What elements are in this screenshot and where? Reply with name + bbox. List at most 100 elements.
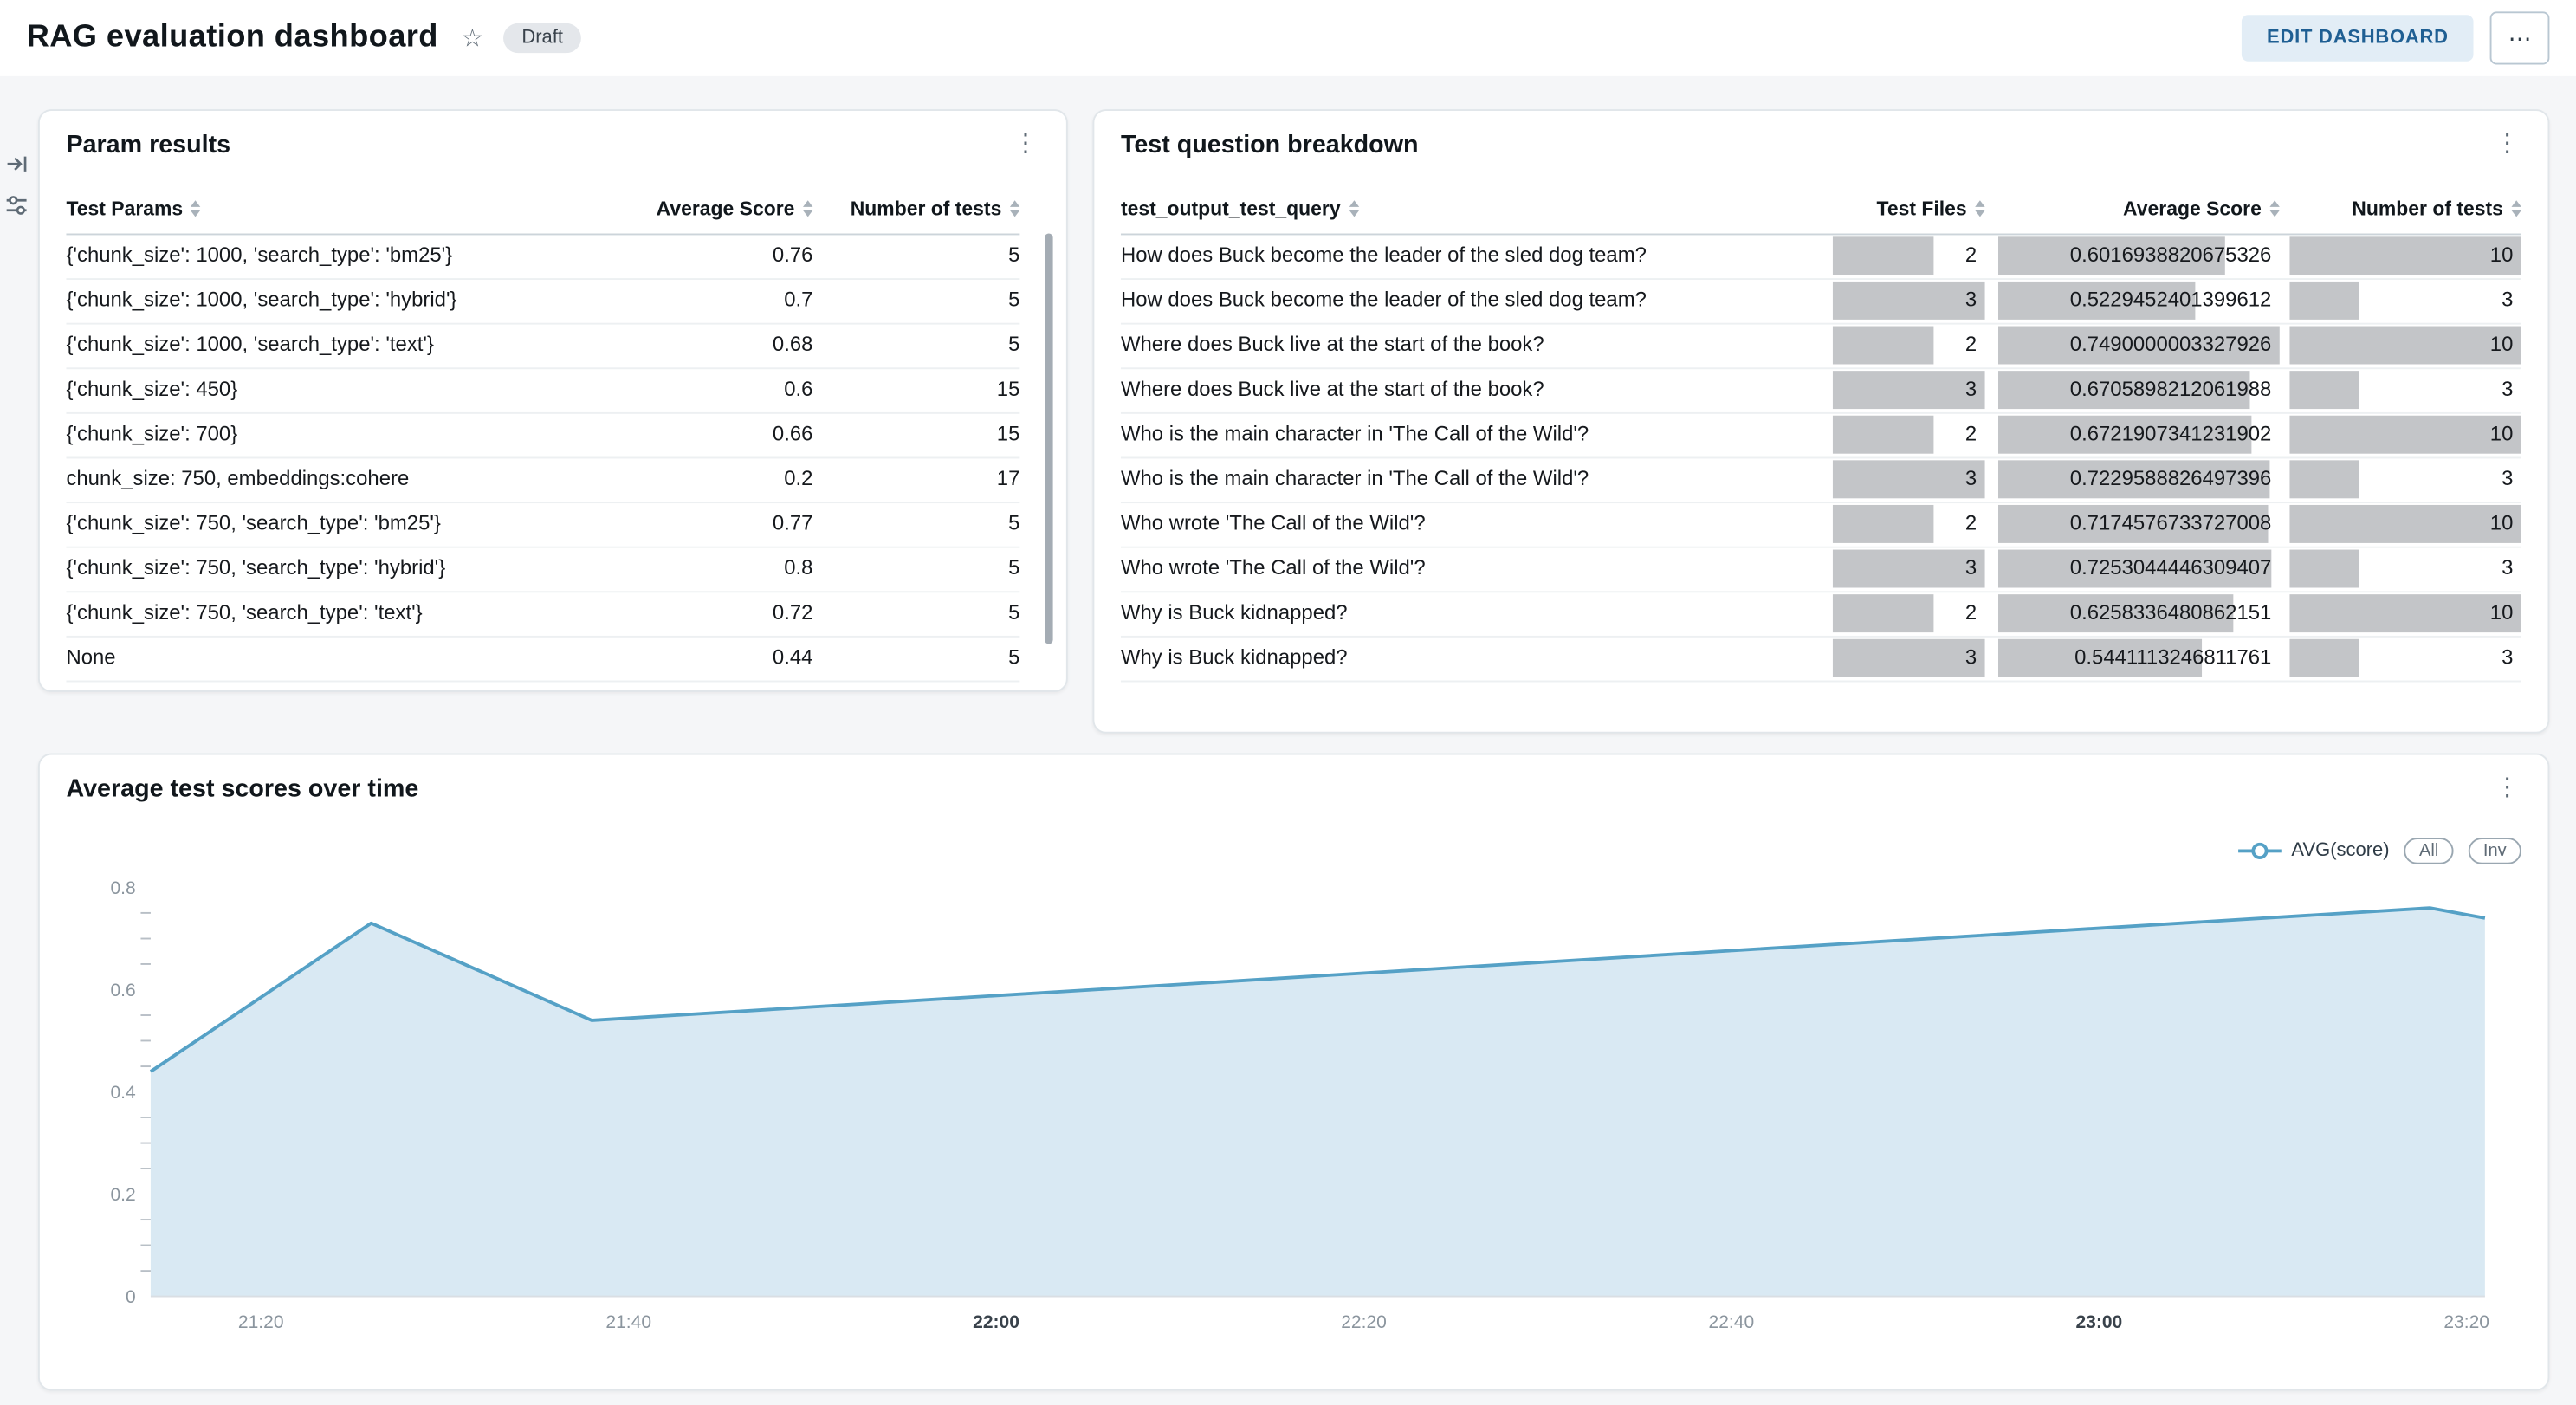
sort-icon [191,200,202,217]
avg-score-cell: 0.6705898212061988 [1997,369,2280,412]
cell-value: 10 [2489,422,2514,446]
data-bar-icon [1997,326,2280,365]
legend-all-button[interactable]: All [2404,838,2454,864]
scores-chart-svg[interactable]: 0 0.2 0.4 0.6 0.8 21:20 21:40 22:00 22:20 22:40 23… [66,871,2521,1350]
edit-dashboard-button[interactable]: EDIT DASHBOARD [2242,15,2474,62]
column-header-number-of-tests[interactable]: Number of tests [812,197,1020,220]
query-cell: How does Buck become the leader of the s… [1120,288,1647,312]
data-bar-icon [1832,460,1985,499]
param-cell: chunk_size: 750, embeddings:cohere [66,466,410,490]
x-tick-label: 23:20 [2443,1312,2489,1332]
num-tests-cell: 3 [2289,548,2521,592]
cell-value: 3 [1964,556,1977,579]
avg-score-cell: 0.7490000003327926 [1997,325,2280,368]
num-tests-cell: 15 [996,377,1020,401]
data-bar-icon [1832,415,1935,454]
cell-value: 2 [1964,333,1977,356]
data-bar-icon [1832,371,1985,410]
query-cell: Who wrote 'The Call of the Wild'? [1120,556,1426,579]
avg-score-cell: 0.6721907341231902 [1997,414,2280,457]
cell-value: 3 [2502,466,2514,490]
scrollbar-thumb[interactable] [1045,233,1053,644]
legend-line-marker-icon [2238,842,2282,859]
filter-sliders-icon[interactable] [5,194,29,217]
table-row: {'chunk_size': 450} 0.6 15 [66,369,1020,414]
column-header-query[interactable]: test_output_test_query [1121,197,1833,220]
cell-value: 0.7229588826497396 [2069,466,2272,490]
legend-inv-button[interactable]: Inv [2468,838,2521,864]
param-cell: {'chunk_size': 750, 'search_type': 'text… [66,600,423,625]
data-bar-icon [1832,236,1935,275]
num-tests-cell: 5 [1008,333,1020,356]
y-tick-label: 0.4 [111,1083,137,1103]
avg-score-cell: 0.44 [772,645,813,670]
test-files-cell: 3 [1832,638,1985,681]
num-tests-cell: 3 [2289,638,2521,681]
num-tests-cell: 5 [1008,556,1020,579]
favorite-star-icon[interactable]: ☆ [461,23,484,53]
table-row: Where does Buck live at the start of the… [1120,325,2521,370]
cell-value: 0.6705898212061988 [2069,377,2272,401]
query-cell: Who is the main character in 'The Call o… [1120,422,1589,446]
param-results-table: Test Params Average Score Number of test… [66,184,1020,683]
avg-score-cell: 0.6258336480862151 [1997,592,2280,636]
num-tests-cell: 10 [2289,503,2521,547]
chart-legend: AVG(score) All Inv [2238,838,2521,864]
table-row: None 0.44 5 [66,638,1020,683]
data-bar-icon [2289,638,2359,677]
x-tick-label: 23:00 [2075,1312,2122,1332]
avg-score-cell: 0.6 [784,377,813,401]
kebab-menu-icon[interactable]: ⋮ [1013,129,1039,158]
data-bar-icon [1997,504,2269,543]
more-options-button[interactable]: ⋯ [2489,11,2550,65]
cell-value: 0.6016938820675326 [2069,243,2272,267]
data-bar-icon [1997,415,2251,454]
cell-value: 2 [1964,511,1977,535]
column-header-average-score[interactable]: Average Score [1998,197,2280,220]
kebab-menu-icon[interactable]: ⋮ [2495,129,2521,158]
data-bar-icon [1832,504,1935,543]
param-cell: {'chunk_size': 450} [66,377,238,401]
cell-value: 0.6721907341231902 [2069,422,2272,446]
y-tick-label: 0.8 [111,878,136,898]
num-tests-cell: 5 [1008,645,1020,670]
column-header-average-score[interactable]: Average Score [614,197,813,220]
data-bar-icon [2289,549,2359,588]
query-cell: Where does Buck live at the start of the… [1120,377,1544,401]
cell-value: 0.7490000003327926 [2069,333,2272,356]
legend-item-avg-score[interactable]: AVG(score) [2238,841,2390,861]
avg-score-cell: 0.6016938820675326 [1997,235,2280,278]
kebab-menu-icon[interactable]: ⋮ [2495,773,2521,802]
x-tick-label: 22:40 [1709,1312,1755,1332]
table-row: Where does Buck live at the start of the… [1120,369,2521,414]
num-tests-cell: 5 [1008,600,1020,625]
param-cell: {'chunk_size': 750, 'search_type': 'bm25… [66,511,441,535]
query-cell: Why is Buck kidnapped? [1120,645,1348,670]
param-cell: {'chunk_size': 750, 'search_type': 'hybr… [66,556,446,579]
cell-value: 0.6258336480862151 [2069,600,2272,625]
table-row: Why is Buck kidnapped? 2 0.625833648086215… [1120,592,2521,638]
num-tests-cell: 3 [2289,458,2521,502]
num-tests-cell: 5 [1008,511,1020,535]
cell-value: 0.7174576733727008 [2069,511,2272,535]
data-bar-icon [2289,460,2359,499]
avg-score-cell: 0.5229452401399612 [1997,280,2280,323]
table-header: Test Params Average Score Number of test… [66,184,1020,236]
column-header-test-files[interactable]: Test Files [1833,197,1985,220]
cell-value: 0.5441113246811761 [2074,645,2272,670]
panel-title: Average test scores over time [66,774,419,803]
collapse-panel-icon[interactable] [5,152,29,176]
y-tick-label: 0.6 [111,981,136,1000]
avg-score-cell: 0.7253044446309407 [1997,548,2280,592]
column-header-number-of-tests[interactable]: Number of tests [2289,197,2521,220]
column-header-test-params[interactable]: Test Params [66,197,614,220]
avg-score-cell: 0.66 [772,422,813,446]
data-bar-icon [1997,460,2270,499]
table-row: {'chunk_size': 750, 'search_type': 'hybr… [66,548,1020,593]
cell-value: 2 [1964,422,1977,446]
data-bar-icon [1997,549,2271,588]
table-row: {'chunk_size': 750, 'search_type': 'bm25… [66,503,1020,548]
num-tests-cell: 5 [1008,288,1020,312]
sort-icon [1975,200,1985,217]
sort-icon [802,200,813,217]
